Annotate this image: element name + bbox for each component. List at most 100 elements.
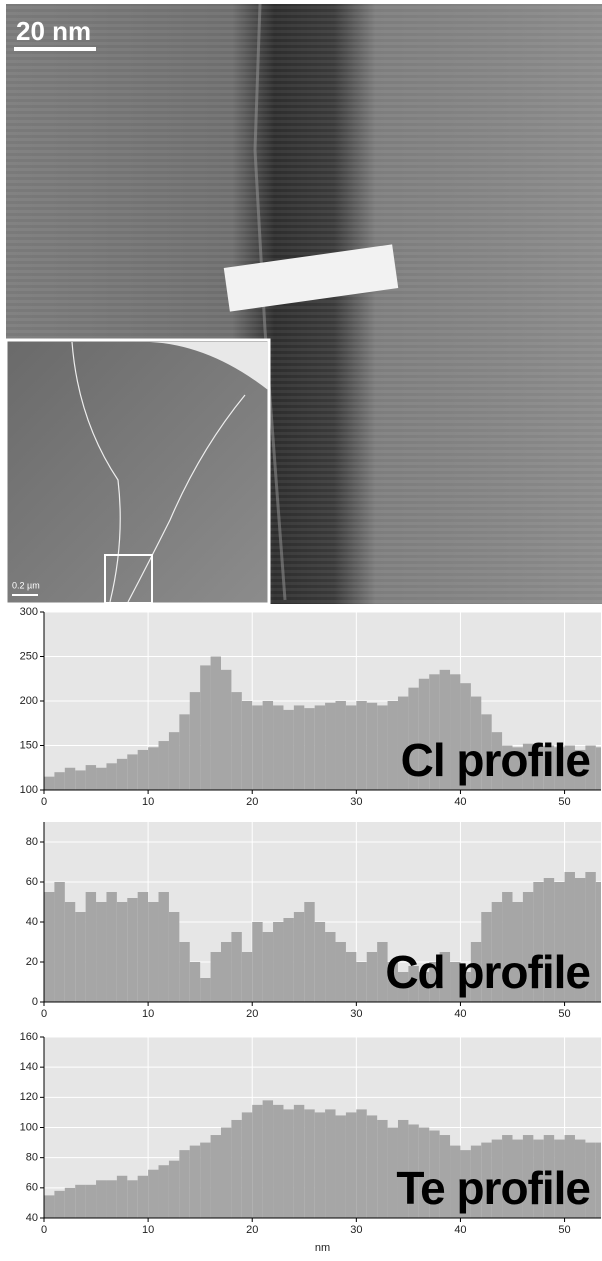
- y-tick-label: 60: [26, 876, 38, 888]
- bar: [273, 705, 283, 790]
- bar: [86, 1185, 96, 1218]
- x-tick-label: 50: [558, 1224, 570, 1236]
- y-tick-label: 140: [20, 1061, 38, 1073]
- bar: [231, 692, 241, 790]
- bar: [346, 952, 356, 1002]
- x-tick-label: 0: [41, 796, 47, 808]
- bar: [96, 1180, 106, 1218]
- bar: [263, 701, 273, 790]
- bar: [75, 770, 85, 790]
- bar: [86, 765, 96, 790]
- bar: [200, 1143, 210, 1218]
- x-tick-label: 20: [246, 796, 258, 808]
- bar: [106, 892, 116, 1002]
- bar: [252, 1105, 262, 1218]
- x-tick-label: 30: [350, 1224, 362, 1236]
- bar: [388, 701, 398, 790]
- bar: [75, 912, 85, 1002]
- bar: [106, 763, 116, 790]
- y-tick-label: 80: [26, 1152, 38, 1164]
- bar: [138, 892, 148, 1002]
- bar: [273, 922, 283, 1002]
- bar: [242, 701, 252, 790]
- bar: [86, 892, 96, 1002]
- bar: [315, 922, 325, 1002]
- y-tick-label: 40: [26, 1212, 38, 1224]
- bar: [117, 1176, 127, 1218]
- bar: [190, 692, 200, 790]
- bar: [231, 1120, 241, 1218]
- bar: [294, 705, 304, 790]
- bar: [336, 942, 346, 1002]
- bar: [138, 750, 148, 790]
- bar: [336, 701, 346, 790]
- bar: [148, 747, 158, 790]
- x-tick-label: 0: [41, 1224, 47, 1236]
- annotation: Cl profile: [401, 734, 591, 786]
- bar: [44, 777, 54, 790]
- y-tick-label: 300: [20, 606, 38, 618]
- x-tick-label: 10: [142, 796, 154, 808]
- bar: [346, 705, 356, 790]
- y-tick-label: 250: [20, 650, 38, 662]
- bar: [325, 932, 335, 1002]
- x-tick-label: 50: [558, 1008, 570, 1020]
- bar: [294, 912, 304, 1002]
- x-tick-label: 30: [350, 1008, 362, 1020]
- x-tick-label: 10: [142, 1224, 154, 1236]
- y-tick-label: 160: [20, 1031, 38, 1043]
- bar: [304, 1109, 314, 1218]
- bar: [377, 1120, 387, 1218]
- bar: [304, 708, 314, 790]
- bar: [596, 882, 601, 1002]
- bar: [148, 1170, 158, 1218]
- bar: [221, 942, 231, 1002]
- bar: [127, 1180, 137, 1218]
- bar: [138, 1176, 148, 1218]
- bar: [242, 952, 252, 1002]
- x-tick-label: 40: [454, 796, 466, 808]
- bar: [54, 882, 64, 1002]
- y-tick-label: 100: [20, 1121, 38, 1133]
- bar: [190, 1146, 200, 1218]
- bar: [377, 705, 387, 790]
- bar: [273, 1105, 283, 1218]
- inset-scale-bar-label: 0.2 µm: [12, 580, 40, 590]
- bar: [200, 978, 210, 1002]
- x-tick-label: 20: [246, 1008, 258, 1020]
- bar: [336, 1115, 346, 1218]
- y-tick-label: 120: [20, 1091, 38, 1103]
- bar: [44, 892, 54, 1002]
- bar: [159, 1165, 169, 1218]
- bar: [169, 732, 179, 790]
- bar: [367, 1115, 377, 1218]
- bar: [263, 932, 273, 1002]
- y-tick-label: 150: [20, 739, 38, 751]
- bar: [200, 665, 210, 790]
- scale-bar-label: 20 nm: [16, 16, 91, 46]
- bar: [356, 962, 366, 1002]
- y-tick-label: 20: [26, 956, 38, 968]
- bar: [211, 657, 221, 791]
- x-tick-label: 50: [558, 796, 570, 808]
- bar: [263, 1100, 273, 1218]
- bar: [179, 942, 189, 1002]
- bar: [127, 754, 137, 790]
- bar: [356, 701, 366, 790]
- bar: [169, 912, 179, 1002]
- bar: [252, 922, 262, 1002]
- bar: [169, 1161, 179, 1218]
- bar: [96, 902, 106, 1002]
- bar: [96, 768, 106, 790]
- annotation: Cd profile: [385, 946, 590, 998]
- x-tick-label: 40: [454, 1224, 466, 1236]
- bar: [346, 1112, 356, 1218]
- bar: [65, 902, 75, 1002]
- bar: [75, 1185, 85, 1218]
- bar: [211, 1135, 221, 1218]
- bar: [294, 1105, 304, 1218]
- y-tick-label: 200: [20, 695, 38, 707]
- bar: [221, 670, 231, 790]
- bar: [117, 902, 127, 1002]
- bar: [325, 1109, 335, 1218]
